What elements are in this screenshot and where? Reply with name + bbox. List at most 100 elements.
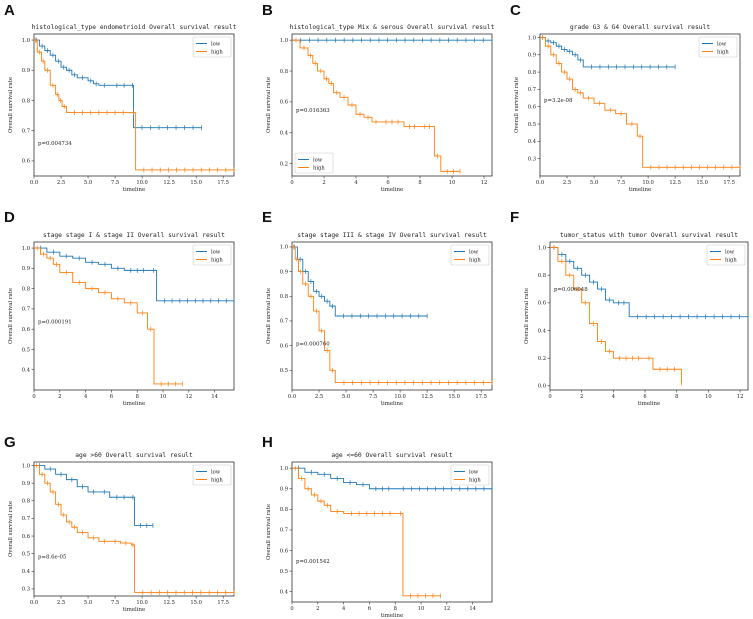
x-tick-label: 15.0	[448, 394, 460, 400]
x-tick-label: 15.0	[696, 180, 708, 186]
legend-label-high: high	[717, 49, 729, 55]
chart-panel-e: stage stage III & stage IV Overall survi…	[266, 232, 493, 407]
y-axis-label: Overall survival rate	[8, 288, 14, 344]
x-tick-label: 6	[386, 180, 389, 186]
x-tick-label: 5.0	[590, 180, 598, 186]
y-tick-label: 0.8	[538, 273, 546, 279]
y-axis-label: Overall survival rate	[266, 504, 272, 560]
y-tick-label: 0.9	[280, 269, 288, 275]
plot-frame	[291, 33, 493, 177]
x-tick-label: 8	[136, 394, 139, 400]
x-tick-label: 0	[290, 180, 293, 186]
chart-panel-g: age >60 Overall survival result 0.0 2.5 5.0…	[8, 452, 235, 613]
y-tick-label: 0.9	[280, 487, 288, 493]
x-tick-label: 17.5	[217, 180, 229, 186]
chart-title: stage stage III & stage IV Overall survi…	[297, 232, 487, 239]
y-tick-label: 1.0	[280, 245, 288, 251]
plot-frame	[33, 461, 235, 597]
x-tick-label: 7.5	[111, 180, 119, 186]
survival-curve-low	[34, 465, 153, 526]
panel-letter-a: A	[4, 2, 15, 19]
x-tick-label: 12	[737, 394, 744, 400]
y-tick-label: 0.7	[22, 307, 30, 313]
x-tick-label: 12.5	[163, 600, 175, 606]
y-tick-label: 0.7	[22, 516, 30, 522]
panel-letter-c: C	[510, 2, 521, 19]
legend-label-low: low	[469, 469, 479, 475]
x-tick-label: 10	[418, 606, 425, 612]
survival-curve-low	[292, 467, 492, 490]
chart-title: histological_type endometrioid Overall s…	[32, 24, 237, 31]
x-tick-label: 8	[394, 606, 397, 612]
x-tick-label: 7.5	[617, 180, 625, 186]
y-axis-label: Overall survival rate	[514, 77, 520, 133]
chart-title: grade G3 & G4 Overall survival result	[570, 24, 710, 31]
survival-curve-low	[540, 37, 676, 68]
y-tick-label: 0.6	[22, 327, 30, 333]
x-tick-label: 15.0	[190, 600, 202, 606]
y-tick-label: 0.8	[22, 98, 30, 104]
y-tick-label: 0.4	[280, 131, 289, 137]
x-tick-label: 15.0	[190, 180, 202, 186]
legend-label-low: low	[211, 249, 221, 255]
x-axis-label: timeline	[381, 401, 403, 407]
y-tick-label: 0.0	[538, 384, 546, 390]
x-axis-label: timeline	[381, 187, 403, 193]
y-axis-label: Overall survival rate	[8, 77, 14, 133]
y-tick-label: 0.6	[528, 105, 536, 111]
y-tick-label: 0.9	[528, 53, 536, 59]
y-tick-label: 0.5	[280, 569, 288, 575]
x-tick-label: 5.0	[342, 394, 350, 400]
p-value-label: p=0.000760	[296, 342, 330, 348]
x-tick-label: 6	[643, 394, 646, 400]
panel-letter-h: H	[262, 434, 273, 451]
x-tick-label: 5.0	[84, 600, 92, 606]
y-tick-label: 0.6	[280, 100, 288, 106]
survival-curve-high	[292, 467, 441, 597]
p-value-label: p=0.006048	[554, 287, 588, 293]
x-axis-label: timeline	[629, 187, 651, 193]
y-tick-label: 0.6	[22, 159, 30, 165]
plot-frame	[33, 241, 235, 391]
chart-panel-b: histological_type Mix & serous Overall s…	[266, 24, 495, 193]
survival-curve-high	[292, 246, 492, 384]
y-tick-label: 0.3	[22, 587, 30, 593]
x-tick-label: 0.0	[288, 394, 296, 400]
x-tick-label: 2.5	[315, 394, 323, 400]
y-axis-label: Overall survival rate	[8, 501, 14, 557]
y-tick-label: 0.6	[22, 534, 30, 540]
survival-curve-high	[34, 465, 234, 593]
x-axis-label: timeline	[123, 187, 145, 193]
y-tick-label: 0.8	[22, 499, 30, 505]
x-tick-label: 12	[444, 606, 451, 612]
chart-title: age >60 Overall survival result	[75, 452, 193, 459]
chart-panel-c: grade G3 & G4 Overall survival result 0.0…	[514, 24, 741, 193]
x-tick-label: 7.5	[369, 394, 377, 400]
x-tick-label: 14	[211, 394, 218, 400]
x-tick-label: 0	[548, 394, 551, 400]
x-tick-label: 12	[186, 394, 193, 400]
y-tick-label: 1.0	[538, 245, 546, 251]
x-tick-label: 6	[368, 606, 371, 612]
legend-label-low: low	[211, 41, 221, 47]
panel-letter-d: D	[4, 209, 15, 226]
y-tick-label: 1.0	[22, 38, 30, 44]
legend-label-low: low	[717, 41, 727, 47]
x-axis-label: timeline	[123, 607, 145, 613]
legend-label-high: high	[469, 477, 481, 483]
y-tick-label: 0.4	[538, 328, 547, 334]
x-axis-label: timeline	[638, 401, 660, 407]
x-tick-label: 2.5	[57, 180, 65, 186]
x-tick-label: 10.0	[394, 394, 406, 400]
y-tick-label: 1.0	[280, 38, 288, 44]
y-axis-label: Overall survival rate	[524, 288, 530, 344]
y-tick-label: 0.4	[280, 590, 289, 596]
plot-frame	[291, 241, 493, 391]
x-tick-label: 2	[58, 394, 61, 400]
y-tick-label: 0.8	[280, 294, 288, 300]
x-tick-label: 12.5	[163, 180, 175, 186]
x-tick-label: 17.5	[475, 394, 487, 400]
p-value-label: p=0.001542	[296, 559, 330, 565]
x-tick-label: 8	[418, 180, 421, 186]
